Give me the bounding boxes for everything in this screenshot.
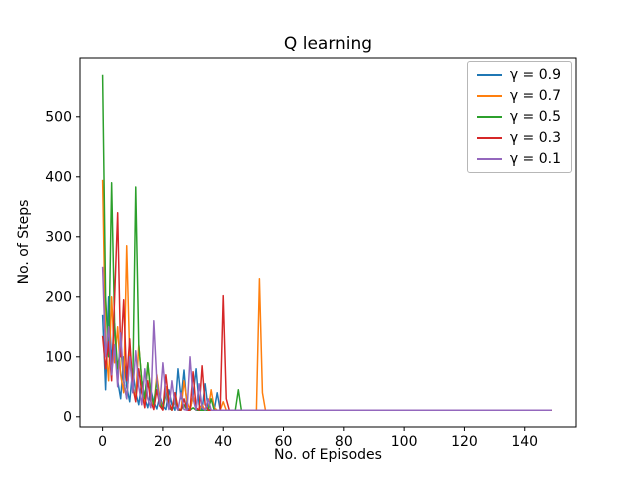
legend-line-swatch [476, 116, 502, 118]
legend-line-swatch [476, 158, 502, 160]
x-tick-label: 0 [98, 434, 107, 450]
legend-label: γ = 0.3 [509, 130, 561, 146]
x-tick-label: 140 [511, 434, 538, 450]
x-axis-label: No. of Episodes [274, 447, 382, 463]
legend-item: γ = 0.3 [476, 130, 561, 146]
legend-item: γ = 0.1 [476, 151, 561, 167]
x-tick-label: 100 [391, 434, 418, 450]
y-tick-label: 400 [45, 169, 72, 185]
x-tick-label: 80 [335, 434, 353, 450]
y-tick-label: 300 [45, 229, 72, 245]
x-tick-label: 40 [214, 434, 232, 450]
legend-item: γ = 0.5 [476, 109, 561, 125]
x-tick-label: 20 [154, 434, 172, 450]
legend-item: γ = 0.7 [476, 88, 561, 104]
axes-spines [79, 57, 577, 428]
y-tick-label: 500 [45, 109, 72, 125]
plot-line-0.7 [101, 179, 552, 411]
legend: γ = 0.9 γ = 0.7 γ = 0.5 γ = 0.3 γ = 0.1 [466, 61, 572, 173]
legend-line-swatch [476, 137, 502, 139]
legend-line-swatch [476, 95, 502, 97]
plot-line-0.3 [101, 212, 552, 411]
legend-label: γ = 0.9 [509, 67, 561, 83]
y-tick-label: 0 [63, 409, 72, 425]
legend-line-swatch [476, 74, 502, 76]
plot-line-0.1 [101, 266, 552, 411]
legend-label: γ = 0.7 [509, 88, 561, 104]
chart-title: Q learning [283, 34, 373, 54]
y-axis-label: No. of Steps [16, 199, 32, 285]
legend-item: γ = 0.9 [476, 67, 561, 83]
legend-label: γ = 0.1 [509, 151, 561, 167]
y-tick-label: 200 [45, 289, 72, 305]
legend-label: γ = 0.5 [509, 109, 561, 125]
y-tick-label: 100 [45, 349, 72, 365]
x-tick-label: 60 [275, 434, 293, 450]
x-tick-label: 120 [451, 434, 478, 450]
